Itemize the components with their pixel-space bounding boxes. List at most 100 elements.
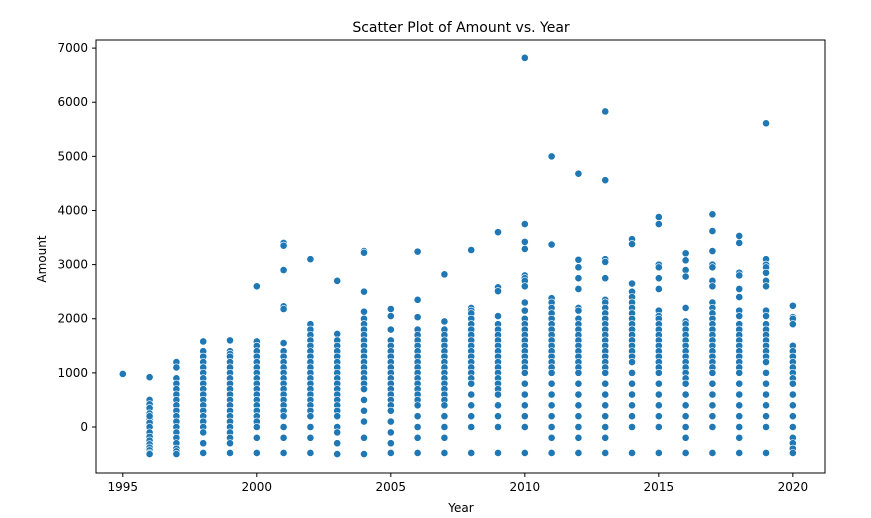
data-point: [601, 412, 610, 421]
data-point: [386, 428, 395, 437]
data-point: [735, 285, 744, 293]
data-point: [520, 282, 529, 291]
data-point: [735, 368, 744, 377]
y-tick-label: 6000: [57, 95, 88, 109]
data-point: [681, 266, 690, 274]
data-point: [574, 412, 583, 421]
data-point: [520, 53, 529, 62]
data-point: [574, 169, 583, 178]
y-axis-label: Amount: [35, 235, 49, 282]
data-point: [574, 263, 583, 272]
data-point: [735, 433, 744, 442]
data-point: [628, 358, 636, 366]
data-point: [708, 379, 717, 388]
data-point: [708, 263, 717, 272]
data-point: [199, 449, 208, 457]
data-point: [279, 241, 288, 250]
data-point: [654, 285, 663, 293]
data-point: [788, 390, 797, 399]
data-point: [654, 449, 663, 457]
data-point: [547, 449, 556, 457]
data-point: [547, 379, 556, 388]
data-point: [708, 449, 717, 457]
data-point: [628, 390, 636, 399]
data-point: [708, 390, 717, 399]
data-point: [440, 412, 449, 421]
data-point: [574, 274, 583, 283]
data-point: [574, 449, 583, 457]
data-point: [360, 406, 368, 415]
data-point: [681, 304, 690, 312]
data-point: [386, 406, 395, 415]
data-point: [360, 396, 368, 404]
data-point: [601, 390, 610, 399]
data-point: [735, 379, 744, 388]
data-point: [735, 271, 744, 280]
data-point: [574, 285, 583, 293]
data-point: [574, 390, 583, 399]
data-point: [279, 449, 288, 457]
data-point: [735, 449, 744, 457]
data-point: [252, 449, 261, 457]
data-point: [306, 433, 315, 442]
data-point: [654, 401, 663, 410]
data-point: [681, 249, 690, 258]
data-point: [574, 423, 583, 431]
data-point: [681, 449, 690, 457]
data-point: [762, 368, 770, 377]
data-point: [601, 274, 610, 283]
data-point: [494, 390, 502, 399]
data-point: [681, 401, 690, 410]
data-point: [360, 450, 368, 458]
data-point: [467, 390, 476, 399]
data-point: [762, 282, 770, 291]
data-point: [735, 401, 744, 410]
data-point: [386, 449, 395, 457]
data-point: [440, 270, 449, 279]
data-point: [681, 412, 690, 421]
data-point: [788, 301, 797, 310]
data-point: [735, 412, 744, 421]
data-point: [762, 412, 770, 421]
data-point: [681, 256, 690, 265]
plot-frame: [95, 39, 826, 474]
data-point: [788, 412, 797, 421]
data-point: [574, 255, 583, 264]
data-point: [654, 263, 663, 272]
y-tick-label: 5000: [57, 149, 88, 163]
data-point: [735, 423, 744, 431]
data-point: [762, 358, 770, 366]
data-point: [386, 325, 395, 334]
data-point: [601, 433, 610, 442]
data-point: [708, 401, 717, 410]
data-point: [413, 247, 422, 256]
data-point: [520, 379, 529, 388]
data-point: [386, 312, 395, 320]
y-tick-label: 2000: [57, 312, 88, 326]
data-point: [762, 379, 770, 388]
data-point: [494, 412, 502, 421]
data-point: [708, 247, 717, 255]
data-point: [413, 295, 422, 304]
data-point: [413, 401, 422, 410]
data-point: [199, 428, 208, 437]
data-point: [279, 339, 288, 347]
data-point: [360, 417, 368, 426]
data-point: [788, 379, 797, 388]
data-point: [547, 401, 556, 410]
data-point: [708, 210, 717, 219]
data-point: [494, 401, 502, 410]
x-tick-label: 2000: [242, 480, 273, 494]
x-tick-label: 2005: [376, 480, 407, 494]
data-point: [708, 412, 717, 421]
data-point: [413, 313, 422, 322]
data-point: [762, 268, 770, 277]
data-point: [360, 248, 368, 257]
y-tick-label: 0: [80, 420, 88, 434]
data-point: [467, 449, 476, 457]
data-point: [601, 368, 610, 377]
data-point: [333, 412, 342, 421]
data-point: [306, 412, 315, 421]
